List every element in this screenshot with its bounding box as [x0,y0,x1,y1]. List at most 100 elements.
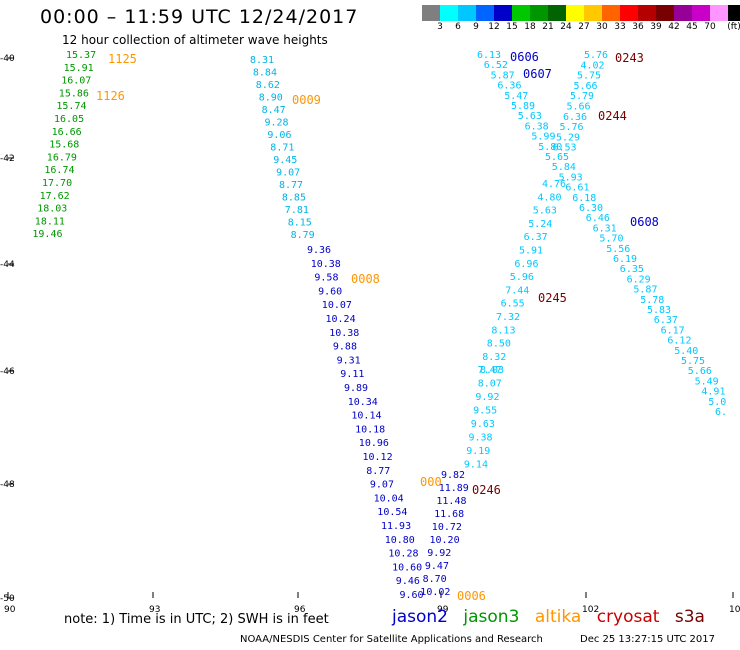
swh-value: 15.68 [49,140,79,151]
swh-value: 10.14 [351,411,381,422]
legend-jason2: jason2 [392,607,448,627]
lat-label: -40 [0,54,15,64]
colorbar-swatch [674,5,692,21]
swh-value: 6.12 [667,336,691,347]
swh-value: 5.63 [518,111,542,122]
swh-value: 15.74 [56,101,86,112]
swh-value: 9.46 [396,576,420,587]
colorbar-label: 18 [524,22,536,32]
swh-value: 8.84 [253,68,277,79]
swh-value: 5.66 [567,102,591,113]
swh-value: 5.91 [519,246,543,257]
swh-value: 8.77 [279,180,303,191]
swh-value: 5.96 [510,272,534,283]
colorbar-label: 12 [488,22,500,32]
lat-label: -50 [0,594,15,604]
swh-value: 6.18 [572,193,596,204]
swh-value: 6.38 [525,121,549,132]
swh-value: 10.20 [430,535,460,546]
colorbar-label: 70 [704,22,716,32]
swh-value: 10.04 [374,493,404,504]
colorbar-label: 39 [650,22,662,32]
colorbar-swatch [440,5,458,21]
swh-value: 10.34 [348,397,378,408]
lat-label: -46 [0,367,15,377]
colorbar-swatch [692,5,710,21]
colorbar-label: 24 [560,22,572,32]
colorbar-label: 6 [455,22,461,32]
swh-value: 16.07 [61,76,91,87]
swh-value: 9.63 [471,419,495,430]
swh-value: 19.46 [32,229,62,240]
time-label: 0006 [457,589,486,603]
lat-label: -44 [0,260,15,270]
lat-label: -42 [0,154,15,164]
colorbar-label: 45 [686,22,698,32]
swh-value: 5.63 [533,206,557,217]
swh-value: 9.60 [318,286,342,297]
swh-value: 6.29 [627,274,651,285]
swh-value: 5.76 [584,50,608,61]
swh-value: 9.47 [425,561,449,572]
satellite-legend: jason2 jason3 altika cryosat s3a [392,607,715,627]
colorbar-swatch [476,5,494,21]
swh-value: 7.44 [505,285,529,296]
colorbar-label: 15 [506,22,518,32]
swh-value: 5.65 [545,152,569,163]
swh-value: 10.07 [322,300,352,311]
swh-value: 7.32 [496,312,520,323]
colorbar-unit: (ft) [727,22,740,32]
colorbar-label: 36 [632,22,644,32]
swh-value: 6.52 [484,60,508,71]
time-label: 0244 [598,109,627,123]
time-label: 0246 [472,483,501,497]
swh-value: 9.07 [276,168,300,179]
swh-value: 10.02 [420,587,450,598]
swh-value: 10.12 [363,452,393,463]
colorbar-label: 9 [473,22,479,32]
colorbar-label: 27 [578,22,590,32]
swh-value: 9.31 [337,355,361,366]
swh-value: 9.14 [464,460,488,471]
swh-value: 4.76 [542,179,566,190]
swh-value: 5.75 [681,356,705,367]
swh-value: 6.37 [654,315,678,326]
swh-value: 7.47 [478,365,502,376]
swh-value: 16.79 [47,152,77,163]
swh-value: 11.93 [381,521,411,532]
swh-value: 9.92 [475,392,499,403]
colorbar-swatch [494,5,512,21]
swh-value: 6.13 [477,50,501,61]
swh-value: 6.19 [613,254,637,265]
swh-value: 9.36 [307,245,331,256]
swh-value: 11.89 [439,483,469,494]
swh-value: 8.90 [259,93,283,104]
swh-value: 9.55 [473,406,497,417]
swh-value: 16.66 [52,127,82,138]
swh-value: 16.05 [54,114,84,125]
time-label: 0606 [510,50,539,64]
swh-value: 10.72 [432,522,462,533]
swh-value: 10.54 [377,507,407,518]
swh-value: 15.91 [64,63,94,74]
swh-value: 5.87 [491,70,515,81]
swh-value: 7.81 [285,205,309,216]
swh-value: 5.0 [708,397,726,408]
lon-label: 105 [729,605,740,615]
colorbar-label: 33 [614,22,626,32]
time-label: 1125 [108,52,137,66]
swh-value: 5.78 [640,295,664,306]
swh-value: 9.19 [466,446,490,457]
legend-jason3: jason3 [463,607,520,627]
swh-value: 5.49 [695,376,719,387]
swh-value: 9.28 [265,118,289,129]
lon-label: 96 [294,605,306,615]
lon-label: 99 [437,605,449,615]
swh-value: 6.53 [553,143,577,154]
swh-value: 6.96 [514,259,538,270]
swh-value: 4.91 [701,387,725,398]
swh-value: 8.13 [491,325,515,336]
swh-value: 8.77 [366,466,390,477]
swh-value: 5.66 [574,81,598,92]
swh-value: 9.07 [370,480,394,491]
